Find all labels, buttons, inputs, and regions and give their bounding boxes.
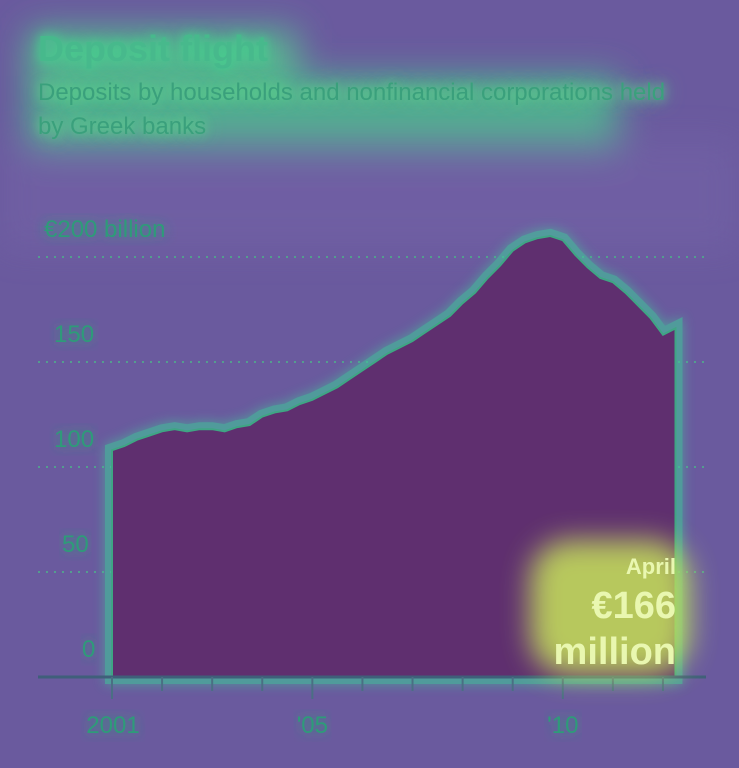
annotation-unit: million bbox=[554, 631, 676, 673]
subtitle-glow bbox=[28, 76, 618, 148]
y-tick-label-0: 0 bbox=[82, 636, 95, 663]
annotation-glow bbox=[530, 540, 690, 675]
x-tick-label-2010: '10 bbox=[547, 712, 578, 739]
y-tick-label-200: €200 billion bbox=[44, 216, 165, 243]
tick-labels: 0 50 100 150 €200 billion 2001 '05 '10 bbox=[44, 216, 578, 739]
y-tick-label-150: 150 bbox=[54, 321, 94, 348]
y-tick-label-100: 100 bbox=[54, 426, 94, 453]
axes bbox=[38, 675, 706, 699]
title-glow bbox=[28, 30, 298, 85]
x-tick-label-2001: 2001 bbox=[86, 712, 139, 739]
annotation-value: €166 bbox=[591, 585, 676, 627]
x-tick-label-2005: '05 bbox=[297, 712, 328, 739]
annotation-label: April bbox=[626, 554, 676, 579]
y-tick-label-50: 50 bbox=[62, 531, 89, 558]
band-glow bbox=[0, 140, 739, 250]
chart-title: Deposit flight bbox=[38, 28, 268, 69]
chart-subtitle: Deposits by households and nonfinancial … bbox=[38, 79, 666, 140]
